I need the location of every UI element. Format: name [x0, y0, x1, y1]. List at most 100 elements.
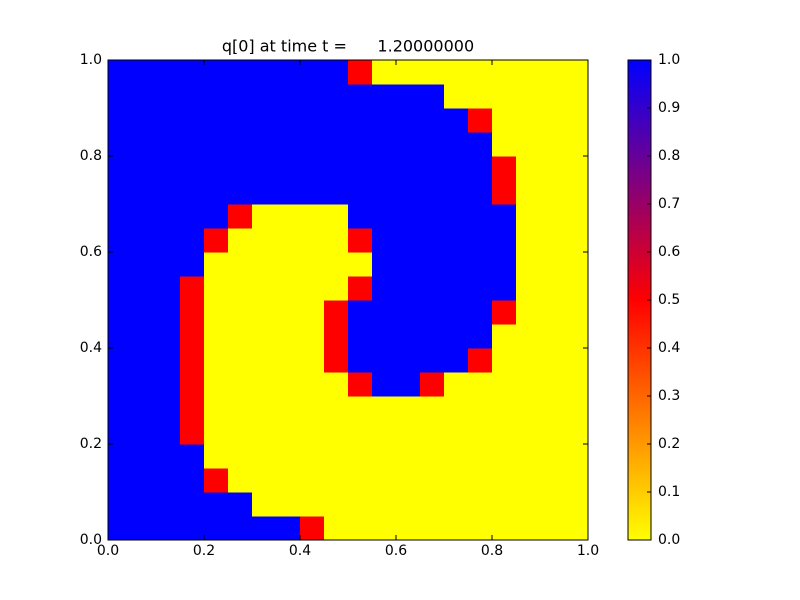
heatmap-cell — [564, 84, 589, 109]
heatmap-cell — [204, 372, 229, 397]
heatmap-cell — [564, 276, 589, 301]
heatmap-cell — [228, 516, 253, 541]
heatmap-cell — [564, 468, 589, 493]
heatmap-cell — [396, 60, 421, 85]
heatmap-cell — [108, 492, 133, 517]
heatmap-cell — [324, 156, 349, 181]
heatmap-cell — [156, 300, 181, 325]
heatmap-cell — [516, 180, 541, 205]
x-tick-label: 0.8 — [481, 543, 503, 559]
heatmap-cell — [228, 348, 253, 373]
heatmap-cell — [252, 276, 277, 301]
heatmap-cell — [564, 60, 589, 85]
heatmap-cell — [420, 252, 445, 277]
heatmap-cell — [132, 420, 157, 445]
heatmap-cell — [396, 396, 421, 421]
heatmap-cell — [180, 348, 205, 373]
heatmap-cell — [348, 324, 373, 349]
heatmap-cell — [540, 372, 565, 397]
y-tick-label: 1.0 — [80, 52, 102, 68]
heatmap-cell — [444, 108, 469, 133]
heatmap-cell — [204, 156, 229, 181]
heatmap-cell — [156, 396, 181, 421]
heatmap-cell — [156, 468, 181, 493]
heatmap-cell — [348, 372, 373, 397]
heatmap-cell — [228, 108, 253, 133]
heatmap-cell — [324, 60, 349, 85]
heatmap-cell — [156, 420, 181, 445]
heatmap-cell — [420, 324, 445, 349]
heatmap-cell — [132, 252, 157, 277]
heatmap-cell — [516, 492, 541, 517]
heatmap-cell — [492, 516, 517, 541]
heatmap-cell — [276, 108, 301, 133]
heatmap-cell — [108, 372, 133, 397]
heatmap-cell — [252, 300, 277, 325]
heatmap-cell — [396, 228, 421, 253]
heatmap-cell — [300, 444, 325, 469]
heatmap-cell — [420, 396, 445, 421]
heatmap — [108, 60, 589, 541]
colorbar-tick-label: 0.8 — [658, 148, 680, 164]
heatmap-cell — [276, 84, 301, 109]
heatmap-cell — [420, 468, 445, 493]
heatmap-cell — [228, 132, 253, 157]
heatmap-cell — [276, 468, 301, 493]
heatmap-cell — [564, 180, 589, 205]
heatmap-cell — [420, 516, 445, 541]
heatmap-cell — [156, 324, 181, 349]
heatmap-cell — [132, 300, 157, 325]
heatmap-cell — [204, 60, 229, 85]
heatmap-cell — [564, 396, 589, 421]
heatmap-cell — [324, 468, 349, 493]
heatmap-cell — [540, 276, 565, 301]
heatmap-cell — [396, 372, 421, 397]
heatmap-cell — [252, 324, 277, 349]
heatmap-cell — [564, 300, 589, 325]
heatmap-cell — [300, 468, 325, 493]
heatmap-cell — [516, 348, 541, 373]
heatmap-cell — [444, 444, 469, 469]
heatmap-cell — [228, 228, 253, 253]
heatmap-cell — [492, 468, 517, 493]
heatmap-cell — [372, 276, 397, 301]
heatmap-cell — [564, 108, 589, 133]
heatmap-cell — [108, 324, 133, 349]
heatmap-cell — [156, 252, 181, 277]
heatmap-cell — [540, 348, 565, 373]
heatmap-cell — [516, 324, 541, 349]
heatmap-cell — [204, 516, 229, 541]
heatmap-cell — [348, 180, 373, 205]
heatmap-cell — [204, 228, 229, 253]
heatmap-cell — [300, 252, 325, 277]
heatmap-cell — [156, 156, 181, 181]
heatmap-cell — [132, 516, 157, 541]
heatmap-cell — [108, 132, 133, 157]
heatmap-cell — [468, 180, 493, 205]
heatmap-cell — [132, 204, 157, 229]
heatmap-cell — [252, 108, 277, 133]
heatmap-cell — [132, 444, 157, 469]
heatmap-cell — [204, 180, 229, 205]
heatmap-cell — [420, 60, 445, 85]
heatmap-cell — [276, 420, 301, 445]
heatmap-cell — [132, 372, 157, 397]
heatmap-cell — [204, 444, 229, 469]
heatmap-cell — [420, 492, 445, 517]
heatmap-cell — [444, 348, 469, 373]
heatmap-cell — [372, 444, 397, 469]
heatmap-cell — [300, 276, 325, 301]
heatmap-cell — [228, 180, 253, 205]
heatmap-cell — [348, 300, 373, 325]
heatmap-cell — [180, 252, 205, 277]
heatmap-cell — [468, 84, 493, 109]
heatmap-cell — [444, 300, 469, 325]
heatmap-cell — [180, 276, 205, 301]
x-tick-label: 1.0 — [577, 543, 599, 559]
heatmap-cell — [180, 492, 205, 517]
heatmap-cell — [468, 108, 493, 133]
heatmap-cell — [444, 516, 469, 541]
heatmap-cell — [516, 276, 541, 301]
heatmap-cell — [252, 204, 277, 229]
heatmap-cell — [492, 228, 517, 253]
